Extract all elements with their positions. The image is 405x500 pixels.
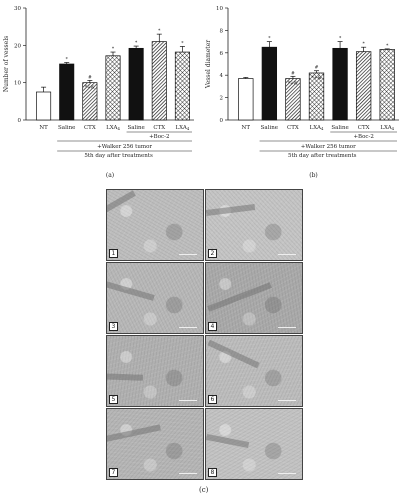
y-tick-label: 4 <box>220 73 224 79</box>
significance-label: # <box>315 65 319 71</box>
bar <box>238 78 254 121</box>
scale-bar <box>278 253 296 255</box>
significance-label: * <box>66 57 69 63</box>
significance-label: *+& <box>85 85 95 91</box>
x-tick-label: CTX <box>153 125 165 131</box>
micrograph-2: 2 <box>205 189 303 261</box>
micrograph-number: 5 <box>109 395 118 404</box>
bar-chart-vessel-diameter: 0 2 4 6 8 10 Vessel diameter NT * Saline # *+& CTX # *… <box>205 6 399 179</box>
bar <box>332 47 348 121</box>
significance-label: * <box>181 40 184 46</box>
x-tick-label: CTX <box>84 125 96 131</box>
x-tick-label: LXA4 <box>310 125 324 131</box>
tissue-edge <box>206 204 256 216</box>
micrograph-4: 4 <box>205 262 303 334</box>
scale-bar <box>179 399 197 401</box>
x-tick-label: CTX <box>358 125 370 131</box>
bar <box>128 47 144 121</box>
tissue-edge <box>206 433 250 449</box>
y-tick-label: 8 <box>220 28 224 34</box>
bar <box>151 41 167 121</box>
x-tick-label: Saline <box>127 125 144 131</box>
micrograph-number: 8 <box>208 468 217 477</box>
bar <box>105 55 121 121</box>
x-tick-label: NT <box>39 125 48 131</box>
tissue-edge <box>207 282 272 312</box>
micrograph-5: 5 <box>106 335 204 407</box>
x-tick-label: Saline <box>331 125 348 131</box>
micrograph-number: 7 <box>109 468 118 477</box>
scale-bar <box>179 253 197 255</box>
x-tick-label-subscript: 4 <box>392 126 395 131</box>
y-tick-label: 30 <box>14 6 21 12</box>
micrograph-number: 1 <box>109 249 118 258</box>
significance-label: # <box>291 70 295 76</box>
bar-chart-number-of-vessels: 0 10 20 30 Number of vessels NT * Saline # *+& CTX… <box>3 6 194 179</box>
panel-caption: (a) <box>106 172 114 179</box>
bar <box>36 91 52 121</box>
x-tick-label-subscript: 4 <box>321 126 324 131</box>
tissue-edge <box>107 373 144 381</box>
scale-bar <box>179 472 197 474</box>
significance-label: *+& <box>288 81 298 87</box>
group-label-boc2: +Boc-2 <box>149 134 169 140</box>
group-label-boc2: +Boc-2 <box>353 134 373 140</box>
significance-label: * <box>363 41 366 47</box>
bar <box>379 49 395 121</box>
group-label-day: 5th day after treatments <box>288 153 357 159</box>
micrograph-7: 7 <box>106 408 204 480</box>
x-tick-label: LXA4 <box>106 125 120 131</box>
significance-label: * <box>386 43 389 49</box>
group-label-tumor: +Walker 256 tumor <box>97 144 152 150</box>
y-tick-label: 10 <box>216 6 223 12</box>
significance-label: * <box>135 40 138 46</box>
scale-bar <box>278 399 296 401</box>
y-tick-label: 2 <box>220 96 224 102</box>
micrograph-1: 1 <box>106 189 204 261</box>
significance-label: * <box>158 28 161 34</box>
y-tick-label: 10 <box>14 81 21 87</box>
group-label-tumor: +Walker 256 tumor <box>301 144 356 150</box>
micrograph-number: 6 <box>208 395 217 404</box>
tissue-edge <box>207 339 260 369</box>
scale-bar <box>278 472 296 474</box>
y-tick-label: 0 <box>18 118 22 124</box>
y-tick-label: 6 <box>220 51 224 57</box>
significance-label: * <box>268 36 271 42</box>
micrograph-number: 2 <box>208 249 217 258</box>
group-label-day: 5th day after treatments <box>84 153 153 159</box>
significance-label: * <box>112 46 115 52</box>
x-tick-label: CTX <box>287 125 299 131</box>
x-tick-label: Saline <box>261 125 278 131</box>
panel-c-caption: (c) <box>199 486 209 494</box>
significance-label: * <box>339 36 342 42</box>
bar <box>59 63 75 121</box>
significance-label: # <box>88 74 92 80</box>
y-tick-label: 0 <box>220 118 224 124</box>
panel-caption: (b) <box>309 172 318 179</box>
x-tick-label: LXA4 <box>176 125 190 131</box>
significance-label: *+& <box>311 75 321 81</box>
x-tick-label: NT <box>242 125 251 131</box>
tissue-edge <box>107 424 161 444</box>
y-tick-label: 20 <box>14 43 21 49</box>
tissue-edge <box>107 279 155 301</box>
x-tick-label: LXA4 <box>380 125 394 131</box>
scale-bar <box>278 326 296 328</box>
bar <box>355 51 372 121</box>
tissue-edge <box>107 190 136 216</box>
y-axis-label: Vessel diameter <box>205 40 212 89</box>
x-tick-label-subscript: 4 <box>117 126 120 131</box>
scale-bar <box>179 326 197 328</box>
micrograph-6: 6 <box>205 335 303 407</box>
micrograph-3: 3 <box>106 262 204 334</box>
x-tick-label: Saline <box>58 125 75 131</box>
micrograph-number: 4 <box>208 322 217 331</box>
micrograph-8: 8 <box>205 408 303 480</box>
x-tick-label-subscript: 4 <box>187 126 190 131</box>
bar <box>174 51 190 121</box>
bar <box>261 46 278 121</box>
y-axis-label: Number of vessels <box>3 36 10 92</box>
micrograph-number: 3 <box>109 322 118 331</box>
